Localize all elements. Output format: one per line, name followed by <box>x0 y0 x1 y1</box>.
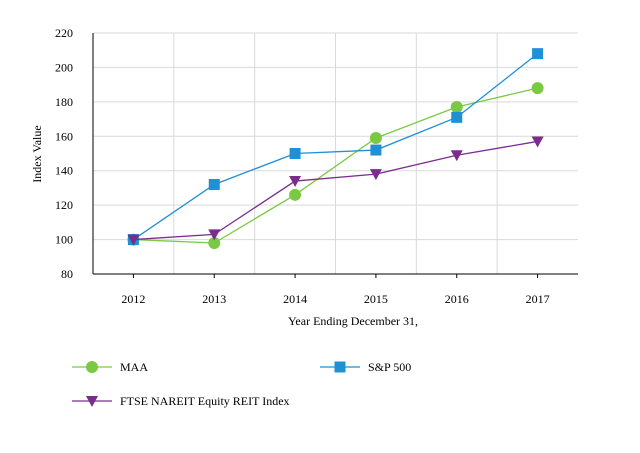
legend-marker <box>334 361 346 373</box>
legend-label: FTSE NAREIT Equity REIT Index <box>120 394 290 408</box>
data-point <box>531 136 544 148</box>
data-point <box>208 178 220 190</box>
chart-series <box>127 48 544 250</box>
series-line <box>133 87 538 244</box>
chart-grid <box>93 32 578 275</box>
legend-label: S&P 500 <box>368 360 411 374</box>
x-tick-label: 2012 <box>121 292 145 306</box>
x-tick-label: 2017 <box>526 292 550 306</box>
legend-label: MAA <box>120 360 148 374</box>
data-point <box>451 111 463 123</box>
legend-marker <box>86 396 98 407</box>
data-point <box>450 150 463 162</box>
y-tick-label: 180 <box>55 95 73 109</box>
series-2 <box>127 136 544 246</box>
data-point <box>369 132 382 145</box>
data-point <box>208 237 221 250</box>
legend-marker <box>86 361 98 373</box>
y-tick-label: 160 <box>55 129 73 143</box>
y-tick-label: 140 <box>55 164 73 178</box>
data-point <box>369 169 382 181</box>
x-axis-tick-labels: 2012 2013 2014 2015 2016 2017 <box>121 292 549 306</box>
y-tick-label: 220 <box>55 26 73 40</box>
series-line <box>133 140 538 241</box>
data-point <box>450 101 463 114</box>
x-tick-label: 2015 <box>364 292 388 306</box>
y-axis-tick-labels: 80 100 120 140 160 180 200 220 <box>55 26 73 281</box>
legend-item: S&P 500 <box>320 360 411 374</box>
x-tick-label: 2016 <box>445 292 469 306</box>
x-tick-label: 2013 <box>202 292 226 306</box>
data-point <box>532 48 544 60</box>
data-point <box>289 148 301 159</box>
y-tick-label: 200 <box>55 60 73 74</box>
series-line <box>133 53 538 241</box>
x-axis-title: Year Ending December 31, <box>288 314 418 328</box>
chart-legend: MAA S&P 500 FTSE NAREIT Equity REIT Index <box>72 360 411 408</box>
y-tick-label: 80 <box>61 267 73 281</box>
data-point <box>289 176 302 188</box>
data-point <box>208 229 221 241</box>
x-tick-label: 2014 <box>283 292 307 306</box>
y-tick-label: 120 <box>55 198 73 212</box>
y-tick-label: 100 <box>55 233 73 247</box>
data-point <box>289 188 302 201</box>
data-point <box>370 144 382 156</box>
chart-axes <box>92 33 578 278</box>
y-axis-title: Index Value <box>30 125 44 182</box>
data-point <box>531 82 544 95</box>
data-point <box>127 234 140 246</box>
legend-item: FTSE NAREIT Equity REIT Index <box>72 394 290 408</box>
legend-item: MAA <box>72 360 148 374</box>
